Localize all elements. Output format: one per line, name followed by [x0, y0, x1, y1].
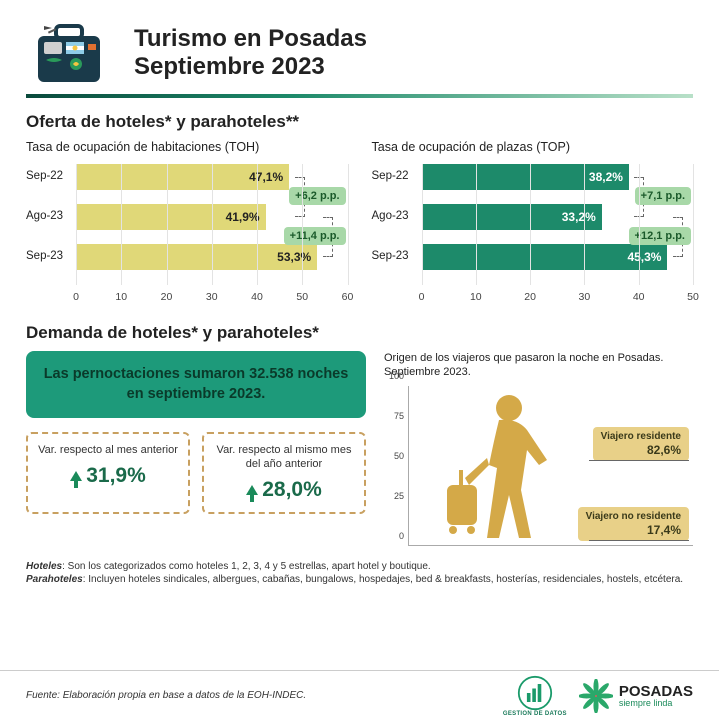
footer: Fuente: Elaboración propia en base a dat…	[0, 670, 719, 720]
origin-title: Origen de los viajeros que pasaron la no…	[384, 351, 693, 380]
toh-subtitle: Tasa de ocupación de habitaciones (TOH)	[26, 140, 348, 154]
logo-posadas: POSADAS siempre linda	[579, 679, 693, 713]
page-title-1: Turismo en Posadas	[134, 25, 367, 53]
infographic-page: Turismo en Posadas Septiembre 2023 Ofert…	[0, 0, 719, 720]
var-prev-month-value: 31,9%	[36, 464, 180, 488]
top-chart: Tasa de ocupación de plazas (TOP) Sep-22…	[372, 140, 694, 309]
origin-badge: Viajero no residente17,4%	[578, 507, 689, 541]
charts-row: Tasa de ocupación de habitaciones (TOH) …	[26, 140, 693, 309]
delta-badge: +6,2 p.p.	[289, 187, 345, 205]
demand-left: Las pernoctaciones sumaron 32.538 noches…	[26, 351, 366, 546]
origin-badge: Viajero residente82,6%	[593, 427, 689, 461]
logo-gestion: GESTION DE DATOS	[503, 675, 567, 717]
section1-title: Oferta de hoteles* y parahoteles**	[26, 112, 693, 132]
top-subtitle: Tasa de ocupación de plazas (TOP)	[372, 140, 694, 154]
delta-badge: +11,4 p.p.	[284, 227, 346, 245]
source-text: Fuente: Elaboración propia en base a dat…	[26, 690, 306, 701]
traveler-icon	[439, 390, 569, 545]
demand-row: Las pernoctaciones sumaron 32.538 noches…	[26, 351, 693, 546]
origin-chart: 0255075100 Viajero residente82,6%Viajero…	[384, 386, 693, 546]
demand-right: Origen de los viajeros que pasaron la no…	[384, 351, 693, 546]
var-prev-month: Var. respecto al mes anterior 31,9%	[26, 432, 190, 514]
page-title-2: Septiembre 2023	[134, 53, 367, 81]
toh-chart: Tasa de ocupación de habitaciones (TOH) …	[26, 140, 348, 309]
definitions: Hoteles: Son los categorizados como hote…	[26, 560, 693, 587]
logos: GESTION DE DATOS	[503, 675, 693, 717]
variation-row: Var. respecto al mes anterior 31,9% Var.…	[26, 432, 366, 514]
delta-badge: +7,1 p.p.	[635, 187, 691, 205]
divider	[26, 94, 693, 98]
var-prev-year-value: 28,0%	[212, 478, 356, 502]
var-prev-year-label: Var. respecto al mismo mes del año anter…	[212, 444, 356, 472]
title-block: Turismo en Posadas Septiembre 2023	[134, 25, 367, 80]
var-prev-year: Var. respecto al mismo mes del año anter…	[202, 432, 366, 514]
suitcase-icon	[26, 18, 116, 88]
var-prev-month-label: Var. respecto al mes anterior	[36, 444, 180, 458]
header: Turismo en Posadas Septiembre 2023	[26, 18, 693, 88]
highlight-box: Las pernoctaciones sumaron 32.538 noches…	[26, 351, 366, 418]
bar-row: Sep-2345,3%	[422, 244, 694, 270]
arrow-up-icon	[70, 471, 82, 481]
section2-title: Demanda de hoteles* y parahoteles*	[26, 323, 693, 343]
arrow-up-icon	[246, 485, 258, 495]
